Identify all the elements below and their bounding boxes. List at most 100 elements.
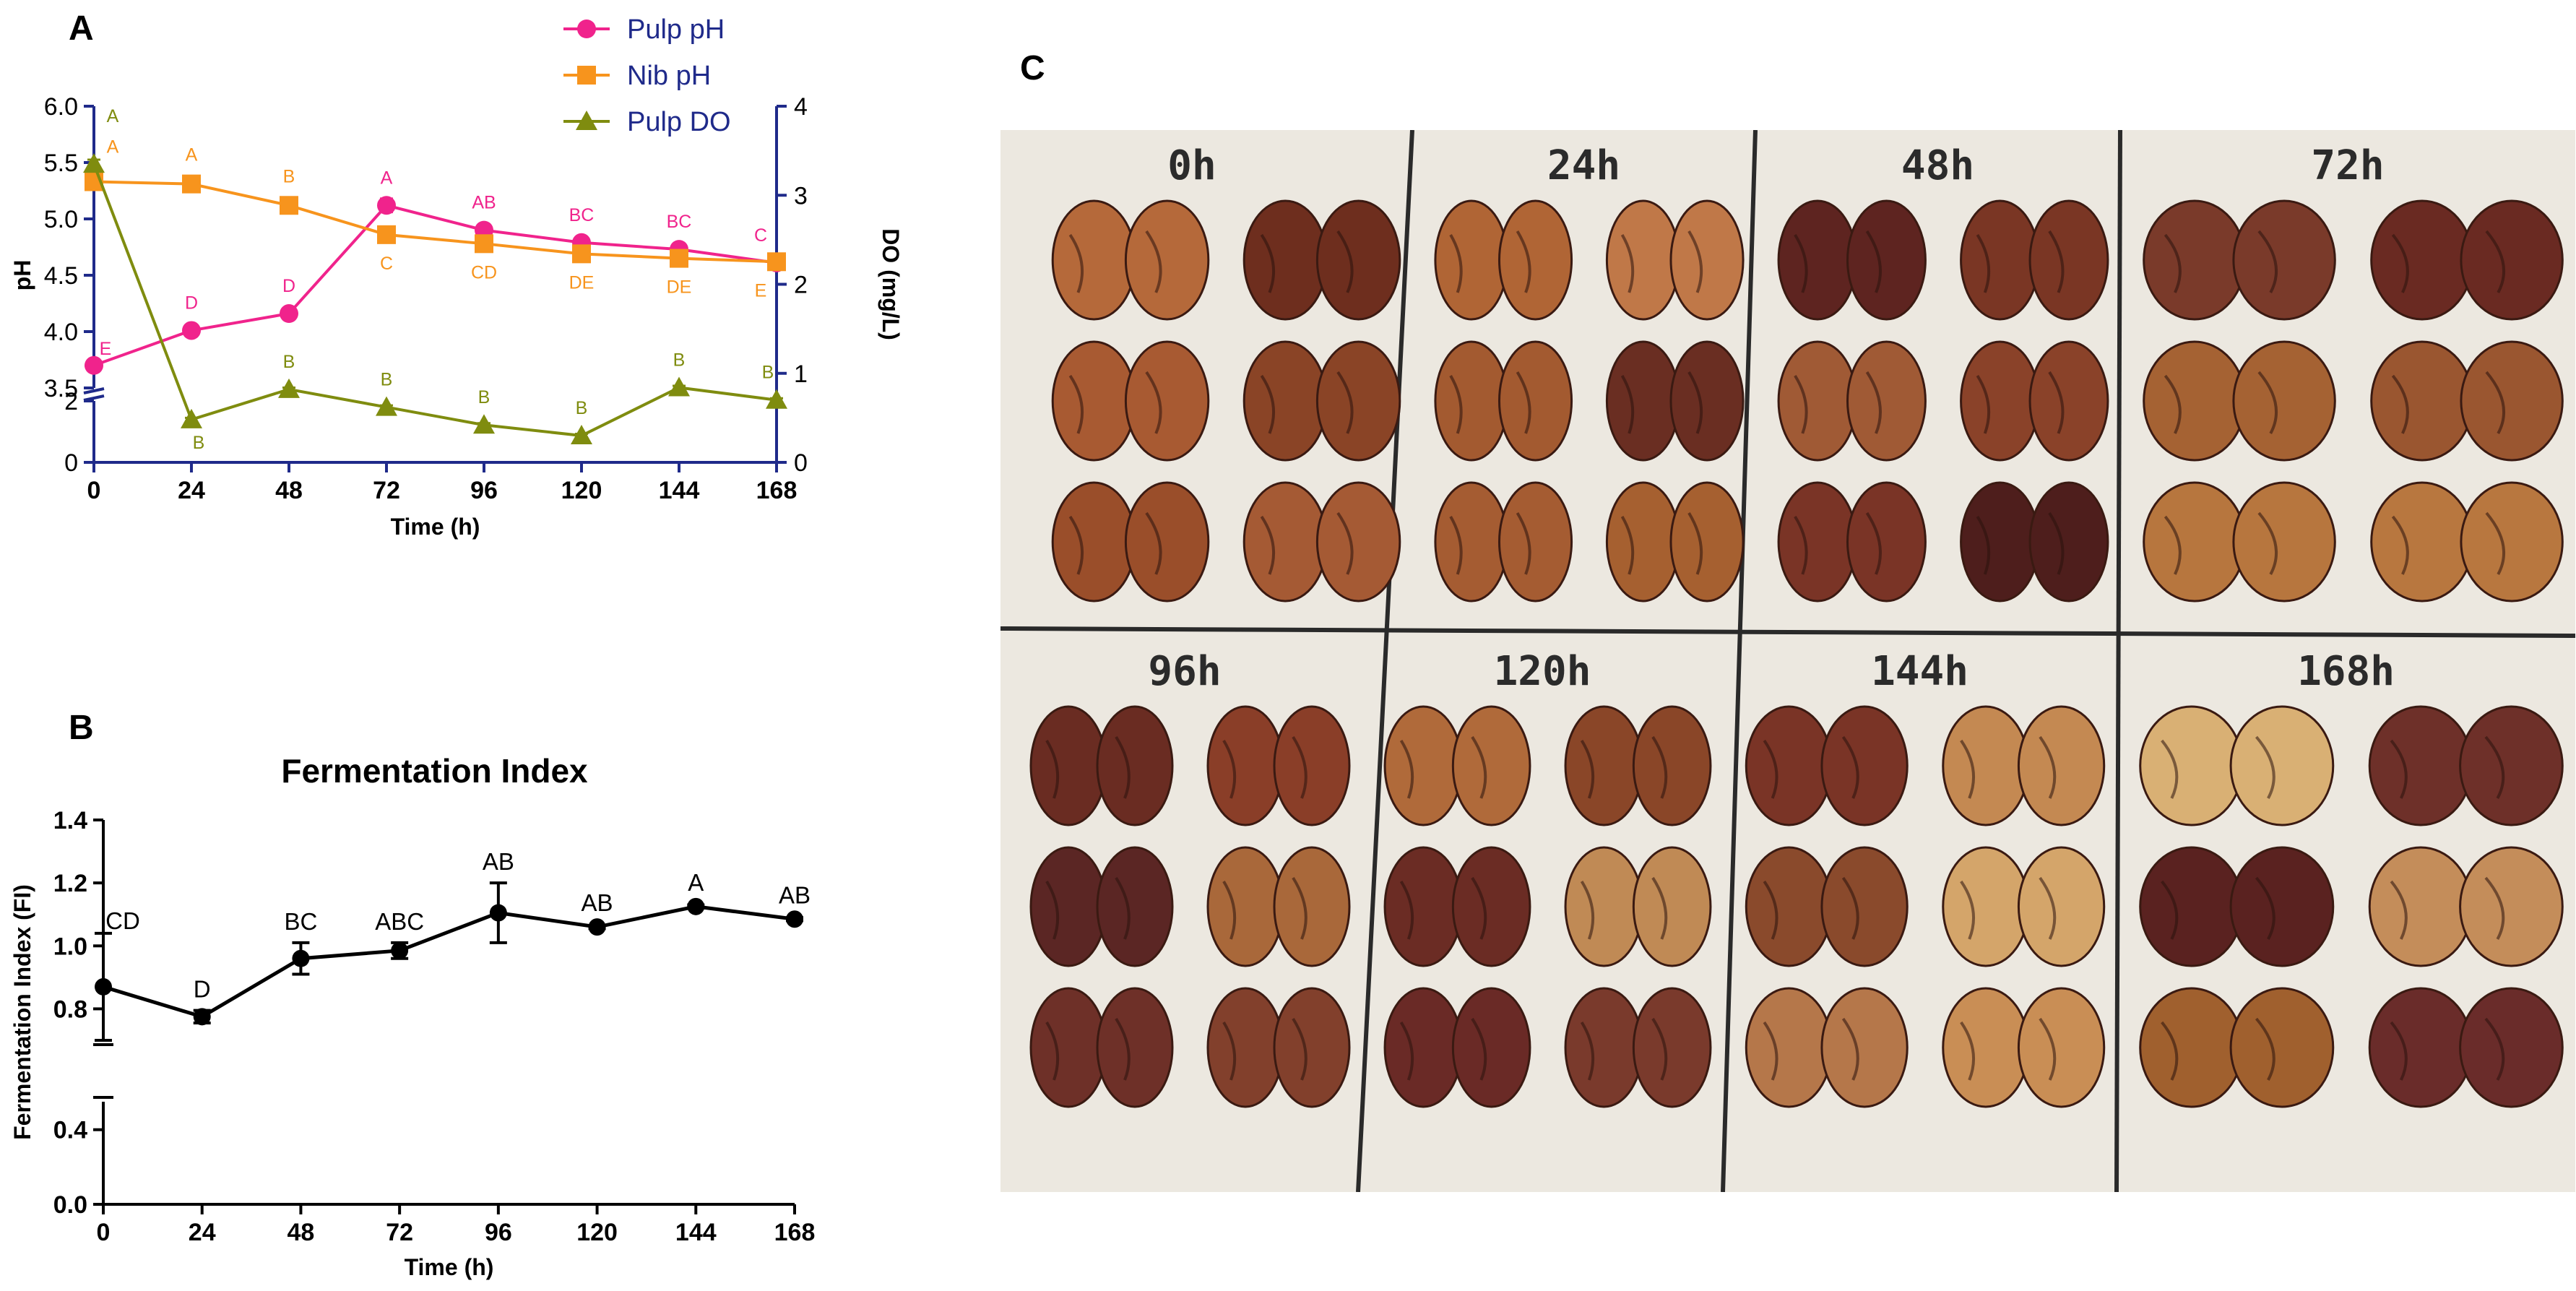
bean-half — [1124, 340, 1210, 462]
bean-half — [2017, 705, 2106, 826]
x-tick-label: 168 — [756, 477, 798, 504]
bean-half — [2368, 987, 2473, 1108]
bean-texture — [1976, 511, 2065, 575]
data-point — [377, 196, 396, 215]
bean-texture — [1260, 371, 1354, 434]
photo-cell-96h: 96h — [1029, 648, 1351, 1108]
significance-label: A — [688, 869, 704, 896]
bean-half — [1206, 705, 1284, 826]
significance-label: A — [381, 168, 393, 188]
bean-half — [2143, 481, 2247, 603]
data-point — [95, 977, 112, 996]
y-tick-label: 4.0 — [44, 319, 78, 346]
bean-half — [1564, 987, 1644, 1108]
x-tick-label: 144 — [675, 1219, 717, 1246]
y-tick-label: 4.5 — [44, 262, 78, 290]
y-tick-label: 3.5 — [44, 375, 78, 402]
bean-half — [1383, 846, 1464, 967]
bean-half — [1777, 340, 1858, 462]
x-tick-label: 72 — [373, 477, 400, 504]
bean-texture — [1399, 876, 1487, 940]
significance-label: BC — [285, 908, 318, 935]
significance-label: B — [283, 166, 295, 186]
bean-texture — [1794, 230, 1882, 293]
bean-half — [2459, 987, 2564, 1108]
bean-texture — [1222, 1017, 1308, 1081]
bean-texture — [1068, 230, 1162, 293]
bean-half — [1242, 199, 1328, 321]
bean-texture — [1960, 876, 2057, 940]
x-tick-label: 24 — [178, 477, 205, 504]
bean-half — [2028, 199, 2109, 321]
bean-half — [1029, 987, 1107, 1108]
bean-texture — [1580, 876, 1668, 940]
bean-half — [1029, 705, 1107, 826]
data-point — [278, 378, 300, 398]
legend-label: Pulp pH — [627, 14, 725, 45]
bean-half — [1315, 481, 1401, 603]
data-point — [193, 1008, 211, 1026]
y-tick-label: 1.2 — [53, 870, 87, 897]
y-axis-title: pH — [9, 260, 35, 291]
bean-half — [2460, 340, 2564, 462]
bean-half — [1242, 481, 1328, 603]
x-tick-label: 0 — [87, 477, 101, 504]
data-point — [489, 904, 507, 922]
legend: Pulp pH Nib pH Pulp DO — [563, 14, 731, 137]
data-point — [377, 225, 396, 244]
bean-texture — [2164, 371, 2278, 434]
data-point — [280, 304, 298, 324]
bean-texture — [1763, 876, 1859, 940]
significance-label: C — [380, 254, 393, 274]
bean-texture — [1794, 371, 1882, 434]
significance-label: AB — [483, 848, 514, 875]
bean-texture — [1976, 230, 2065, 293]
data-point — [670, 249, 688, 268]
bean-texture — [1580, 735, 1668, 799]
bean-half — [1434, 199, 1509, 321]
x-tick-label: 144 — [659, 477, 700, 504]
photo-cell-0h: 0h — [1051, 142, 1401, 603]
chart-b: 0.8 1.0 1.2 1.4 0.0 0.4 0 24 48 72 96 120 144 168 Time… — [9, 752, 816, 1280]
bean-texture — [2391, 230, 2505, 293]
bean-half — [2229, 987, 2335, 1108]
legend-marker — [576, 111, 597, 130]
x-tick-label: 96 — [470, 477, 498, 504]
bean-half — [1273, 846, 1351, 967]
bean-half — [1206, 987, 1284, 1108]
bean-half — [1383, 705, 1464, 826]
bean-texture — [1449, 511, 1531, 575]
photo-cell-24h: 24h — [1434, 142, 1745, 603]
photo-cell-168h: 168h — [2139, 648, 2564, 1108]
bean-texture — [1260, 230, 1354, 293]
time-label: 144h — [1871, 648, 1968, 695]
bean-half — [2232, 340, 2336, 462]
series-line — [93, 180, 777, 264]
legend-label: Nib pH — [627, 61, 711, 91]
bean-texture — [1045, 876, 1131, 940]
bean-texture — [1449, 230, 1531, 293]
photo-cell-120h: 120h — [1383, 648, 1712, 1108]
x-axis-title: Time (h) — [405, 1254, 494, 1280]
time-label: 120h — [1494, 648, 1591, 695]
bean-half — [1383, 987, 1464, 1108]
x-tick-label: 168 — [774, 1219, 816, 1246]
significance-label: BC — [667, 212, 692, 232]
bean-half — [1451, 846, 1531, 967]
bean-texture — [1960, 1017, 2057, 1081]
bean-half — [1669, 340, 1745, 462]
bean-texture — [1976, 371, 2065, 434]
bean-half — [2370, 340, 2474, 462]
bean-half — [1960, 340, 2040, 462]
bean-texture — [2161, 735, 2275, 799]
data-point — [767, 252, 786, 272]
data-point — [588, 918, 606, 936]
series-fermentation-index: CD D BC ABC AB AB A AB — [95, 848, 811, 1042]
bean-half — [2460, 199, 2564, 321]
time-label: 96h — [1148, 648, 1221, 695]
grid-line — [2114, 129, 2122, 1193]
bean-half — [2139, 846, 2244, 967]
bean-half — [1124, 199, 1210, 321]
bean-half — [1942, 987, 2030, 1108]
bean-half — [2229, 846, 2335, 967]
